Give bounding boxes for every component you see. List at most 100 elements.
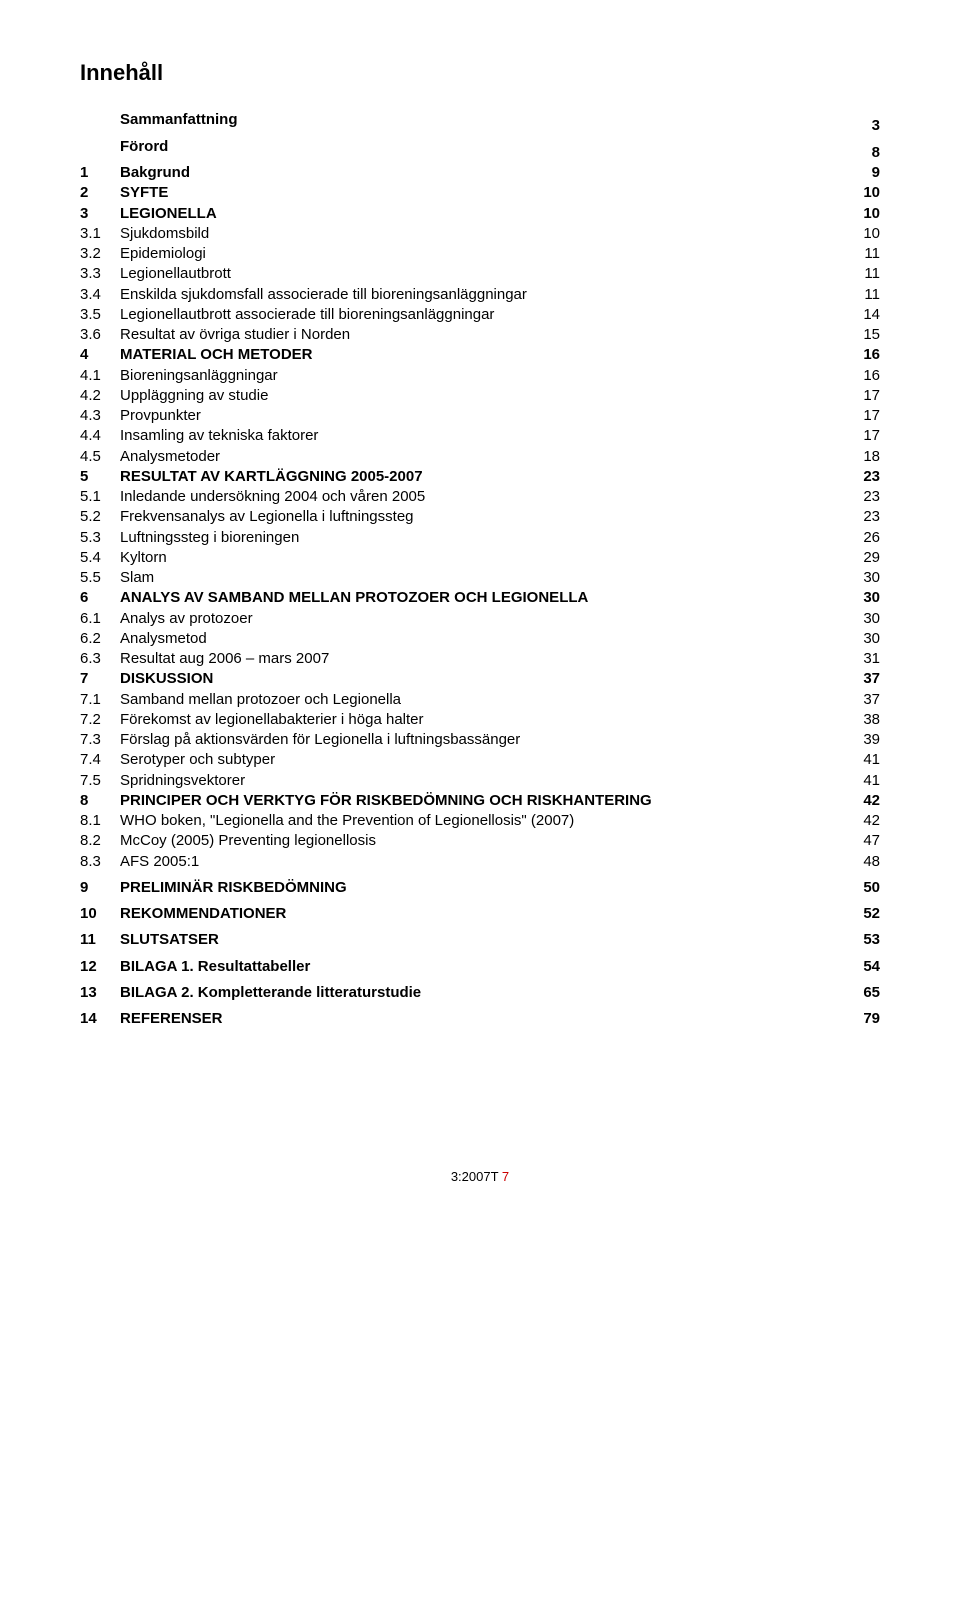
toc-number: 6.2	[80, 629, 120, 649]
toc-row: Förord8	[80, 137, 880, 164]
toc-row: 4.4Insamling av tekniska faktorer 17	[80, 426, 880, 446]
toc-number: 1	[80, 163, 120, 183]
toc-row: Sammanfattning3	[80, 110, 880, 137]
toc-page: 42	[863, 811, 880, 831]
toc-text: SLUTSATSER	[120, 930, 219, 950]
toc-page: 10	[863, 204, 880, 224]
toc-row: 9PRELIMINÄR RISKBEDÖMNING 50	[80, 878, 880, 898]
toc-page: 10	[863, 183, 880, 203]
toc-row: 7.4Serotyper och subtyper41	[80, 750, 880, 770]
toc-row-left: 3.1Sjukdomsbild	[80, 224, 209, 244]
toc-page: 9	[872, 163, 880, 183]
toc-text: Förord	[120, 137, 168, 157]
toc-row-left: 7.5Spridningsvektorer	[80, 771, 245, 791]
toc-page: 65	[863, 983, 880, 1003]
toc-text: Slam	[120, 568, 154, 588]
toc-page: 31	[863, 649, 880, 669]
toc-number: 8.3	[80, 852, 120, 872]
toc-row: 4.2Uppläggning av studie17	[80, 386, 880, 406]
toc-row: 3.2Epidemiologi11	[80, 244, 880, 264]
toc-text: Spridningsvektorer	[120, 771, 245, 791]
toc-row: 4.1Bioreningsanläggningar16	[80, 366, 880, 386]
toc-page: 47	[863, 831, 880, 851]
toc-row-left: Sammanfattning	[80, 110, 238, 130]
toc-page: 11	[864, 244, 880, 264]
page-footer: 3:2007T 7	[80, 1169, 880, 1184]
toc-row-left: 4.5Analysmetoder	[80, 447, 220, 467]
toc-text: Enskilda sjukdomsfall associerade till b…	[120, 285, 527, 305]
toc-page: 79	[863, 1009, 880, 1029]
toc-row: 7.2Förekomst av legionellabakterier i hö…	[80, 710, 880, 730]
toc-row: 7.5Spridningsvektorer41	[80, 771, 880, 791]
toc-row-left: 5RESULTAT AV KARTLÄGGNING 2005-2007	[80, 467, 423, 487]
toc-row-left: 1Bakgrund	[80, 163, 190, 183]
toc-row: 6.2Analysmetod30	[80, 629, 880, 649]
toc-number: 4.4	[80, 426, 120, 446]
toc-row: 4.3Provpunkter17	[80, 406, 880, 426]
toc-page: 23	[863, 507, 880, 527]
toc-row: 5.1Inledande undersökning 2004 och våren…	[80, 487, 880, 507]
toc-row: 3.5Legionellautbrott associerade till bi…	[80, 305, 880, 325]
toc-number: 10	[80, 904, 120, 924]
toc-row-left: 5.5Slam	[80, 568, 154, 588]
toc-row: 8PRINCIPER OCH VERKTYG FÖR RISKBEDÖMNING…	[80, 791, 880, 811]
toc-text: Provpunkter	[120, 406, 201, 426]
toc-number: 5.4	[80, 548, 120, 568]
toc-number: 4.2	[80, 386, 120, 406]
toc-text: Frekvensanalys av Legionella i luftnings…	[120, 507, 414, 527]
toc-number: 5.5	[80, 568, 120, 588]
toc-number: 7.3	[80, 730, 120, 750]
toc-number: 7.2	[80, 710, 120, 730]
toc-number: 3.1	[80, 224, 120, 244]
toc-page: 17	[863, 426, 880, 446]
toc-number: 12	[80, 957, 120, 977]
toc-page: 15	[863, 325, 880, 345]
toc-row-left: 6.3Resultat aug 2006 – mars 2007	[80, 649, 329, 669]
toc-row-left: 8PRINCIPER OCH VERKTYG FÖR RISKBEDÖMNING…	[80, 791, 652, 811]
toc-text: Inledande undersökning 2004 och våren 20…	[120, 487, 425, 507]
toc-page: 17	[863, 406, 880, 426]
toc-number: 5.2	[80, 507, 120, 527]
toc-number: 7.4	[80, 750, 120, 770]
toc-row: 2SYFTE10	[80, 183, 880, 203]
toc-number: 7.1	[80, 690, 120, 710]
toc-text: SYFTE	[120, 183, 168, 203]
toc-text: Luftningssteg i bioreningen	[120, 528, 299, 548]
toc-row-left: 5.2Frekvensanalys av Legionella i luftni…	[80, 507, 414, 527]
toc-page: 39	[863, 730, 880, 750]
toc-row: 3.1Sjukdomsbild10	[80, 224, 880, 244]
toc-text: Uppläggning av studie	[120, 386, 268, 406]
toc-text: AFS 2005:1	[120, 852, 199, 872]
toc-row-left: 7.4Serotyper och subtyper	[80, 750, 275, 770]
toc-text: DISKUSSION	[120, 669, 213, 689]
toc-text: WHO boken, "Legionella and the Preventio…	[120, 811, 574, 831]
toc-number: 7.5	[80, 771, 120, 791]
toc-page: 50	[863, 878, 880, 898]
toc-page: 18	[863, 447, 880, 467]
toc-text: ANALYS AV SAMBAND MELLAN PROTOZOER OCH L…	[120, 588, 588, 608]
toc-number: 5.1	[80, 487, 120, 507]
toc-page: 48	[863, 852, 880, 872]
toc-text: Insamling av tekniska faktorer	[120, 426, 318, 446]
toc-page: 23	[863, 467, 880, 487]
toc-page: 52	[863, 904, 880, 924]
toc-row: 7DISKUSSION37	[80, 669, 880, 689]
toc-page: 30	[863, 609, 880, 629]
toc-page: 53	[863, 930, 880, 950]
toc-text: PRINCIPER OCH VERKTYG FÖR RISKBEDÖMNING …	[120, 791, 652, 811]
toc-page: 16	[863, 366, 880, 386]
toc-row: 5.5Slam30	[80, 568, 880, 588]
toc-row: 6ANALYS AV SAMBAND MELLAN PROTOZOER OCH …	[80, 588, 880, 608]
toc-text: Resultat aug 2006 – mars 2007	[120, 649, 329, 669]
toc-row: 6.1Analys av protozoer30	[80, 609, 880, 629]
toc-row: 5.3Luftningssteg i bioreningen26	[80, 528, 880, 548]
toc-text: REFERENSER	[120, 1009, 223, 1029]
toc-text: MATERIAL OCH METODER	[120, 345, 313, 365]
toc-row: 4.5Analysmetoder 18	[80, 447, 880, 467]
toc-number: 6.3	[80, 649, 120, 669]
footer-label: 3:2007T	[451, 1169, 498, 1184]
toc-number	[80, 137, 120, 157]
toc-row-left: 9PRELIMINÄR RISKBEDÖMNING	[80, 878, 347, 898]
toc-row-left: 3.3Legionellautbrott	[80, 264, 231, 284]
toc-number: 3	[80, 204, 120, 224]
